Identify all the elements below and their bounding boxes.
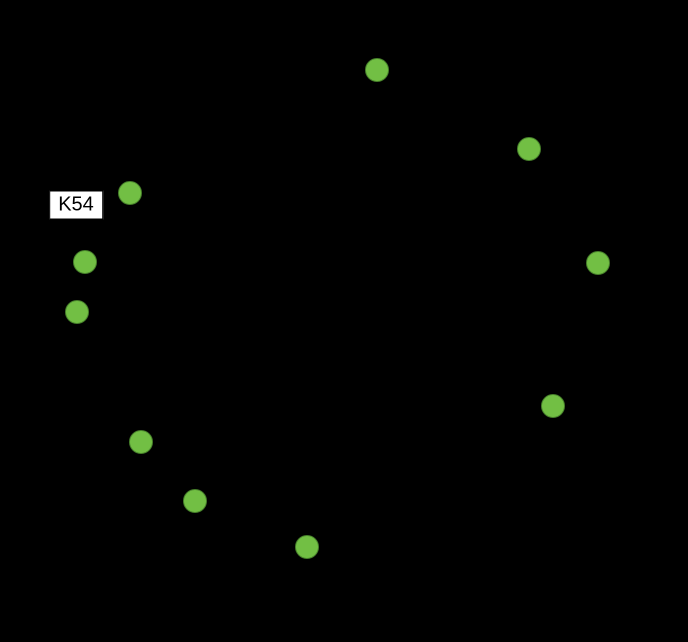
node-n1	[365, 58, 389, 82]
node-n3	[586, 251, 610, 275]
node-n6	[65, 300, 89, 324]
node-n7	[541, 394, 565, 418]
node-n9	[183, 489, 207, 513]
node-n10	[295, 535, 319, 559]
node-n5	[73, 250, 97, 274]
node-n4	[118, 181, 142, 205]
node-n2	[517, 137, 541, 161]
diagram-canvas: K54	[0, 0, 688, 642]
label-k54: K54	[49, 191, 103, 220]
node-n8	[129, 430, 153, 454]
